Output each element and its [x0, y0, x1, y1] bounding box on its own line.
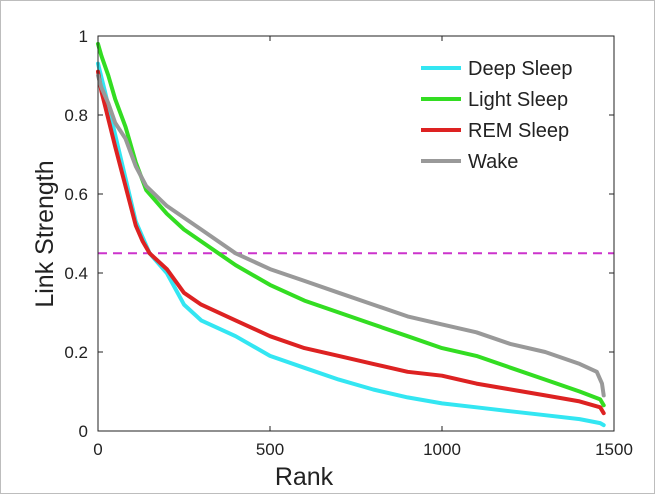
x-tick-label: 1000	[423, 440, 461, 459]
plot-area	[98, 36, 614, 431]
y-tick-label: 0.2	[64, 343, 88, 362]
legend-label: Light Sleep	[468, 89, 568, 111]
axes-box	[97, 35, 615, 432]
legend-label: Wake	[468, 151, 518, 173]
series-line-wake	[96, 73, 606, 398]
y-axis-label: Link Strength	[31, 160, 59, 307]
y-tick-label: 0.8	[64, 106, 88, 125]
series-layer	[96, 41, 606, 428]
x-tick-label: 0	[93, 440, 102, 459]
legend: Deep Sleep Light Sleep REM Sleep Wake	[421, 58, 573, 173]
axes-layer	[97, 35, 615, 432]
y-tick-label: 0	[79, 422, 88, 441]
y-tick-label: 1	[79, 27, 88, 46]
y-tick-label: 0.6	[64, 185, 88, 204]
x-axis-label: Rank	[275, 463, 334, 491]
plot-background	[98, 36, 614, 431]
legend-label: REM Sleep	[468, 120, 569, 142]
series-line-light-sleep	[96, 41, 606, 408]
legend-label: Deep Sleep	[468, 58, 573, 80]
x-tick-label: 500	[256, 440, 284, 459]
y-tick-label: 0.4	[64, 264, 88, 283]
x-tick-label: 1500	[595, 440, 633, 459]
ticks-layer: 0 500 1000 1500 0 0.2 0.4 0.6 0.8 1	[64, 27, 633, 459]
series-line-rem-sleep	[96, 69, 606, 416]
